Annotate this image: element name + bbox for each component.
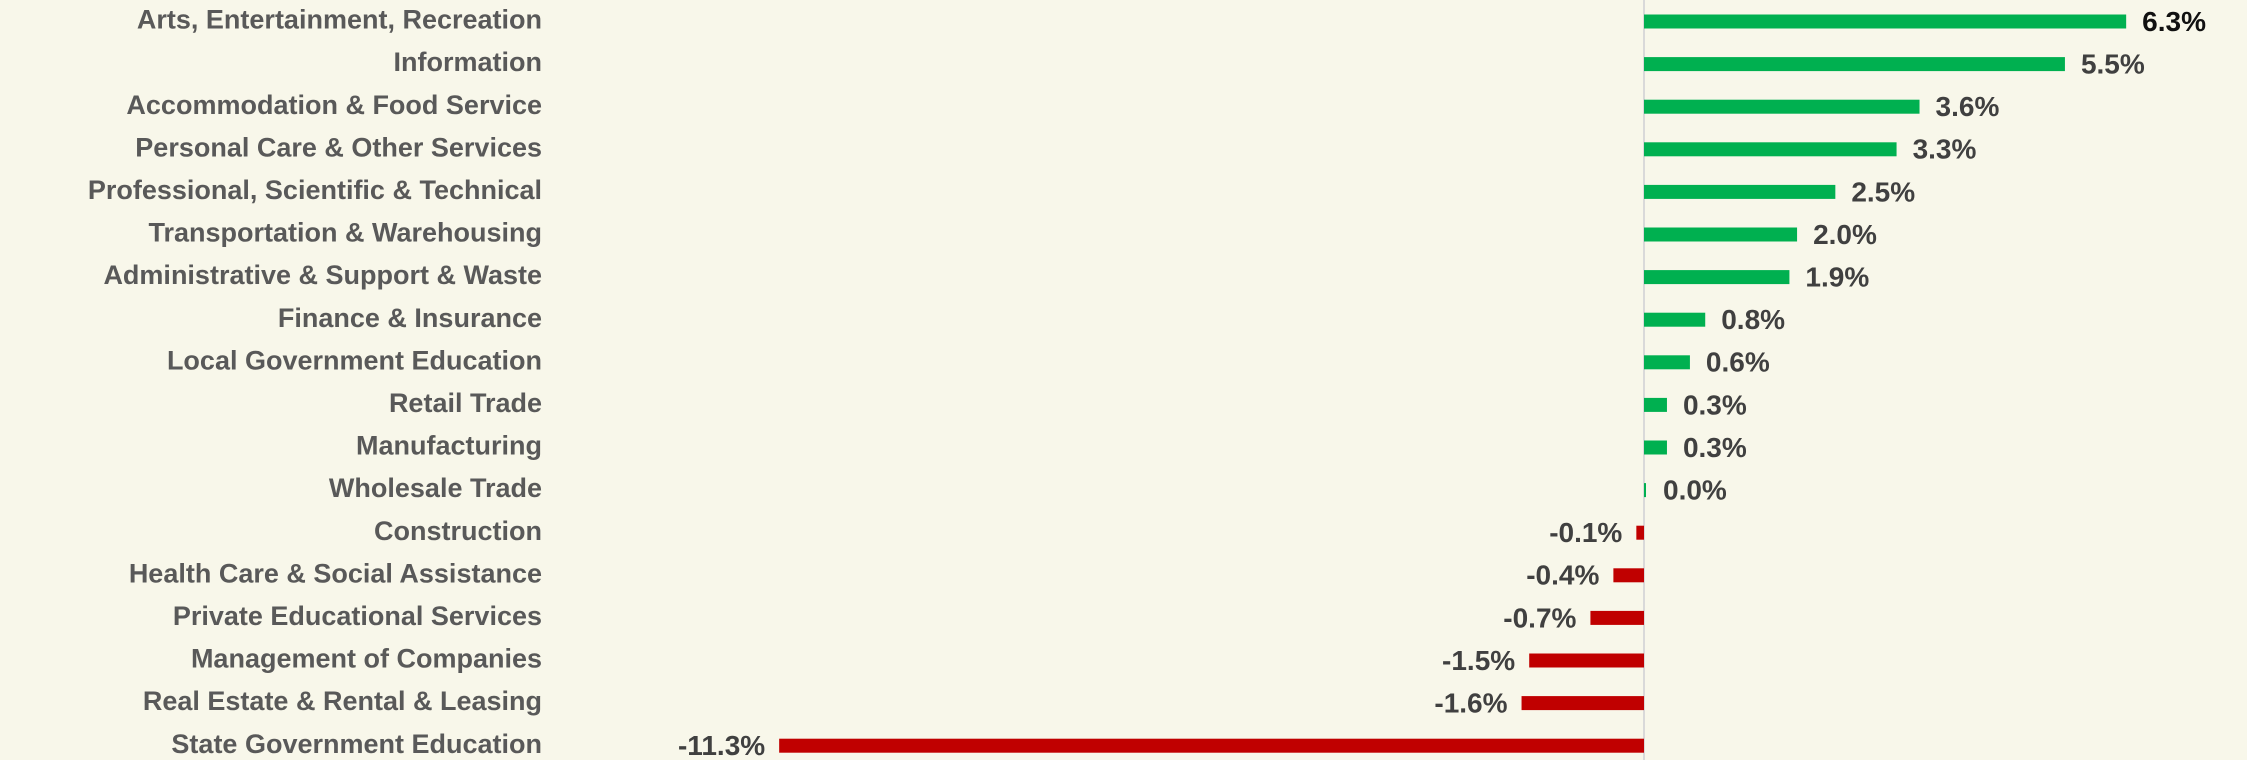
value-label: 6.3%	[2142, 6, 2206, 37]
bar	[1529, 653, 1644, 668]
value-label: 0.8%	[1721, 304, 1785, 335]
bar	[1644, 440, 1667, 455]
bar	[1644, 57, 2065, 72]
value-label: 0.6%	[1706, 347, 1770, 378]
bar	[779, 738, 1644, 753]
category-label: Real Estate & Rental & Leasing	[143, 686, 542, 716]
value-label: -0.7%	[1503, 602, 1576, 633]
bar	[1644, 184, 1836, 199]
value-label: -1.6%	[1434, 687, 1507, 718]
bar	[1644, 312, 1706, 327]
value-label: 3.3%	[1913, 134, 1977, 165]
category-label: Private Educational Services	[173, 601, 542, 631]
value-label: -0.4%	[1526, 560, 1599, 591]
category-label: Accommodation & Food Service	[126, 90, 542, 120]
category-label: Information	[394, 47, 543, 77]
category-label: Administrative & Support & Waste	[103, 260, 542, 290]
category-label: Transportation & Warehousing	[148, 218, 542, 248]
value-label: 0.3%	[1683, 389, 1747, 420]
bar	[1644, 142, 1897, 157]
category-label: Local Government Education	[167, 345, 542, 375]
value-label: 0.0%	[1663, 474, 1727, 505]
category-label: Construction	[374, 516, 542, 546]
bar	[1613, 568, 1644, 583]
bar	[1644, 270, 1790, 285]
category-label: Arts, Entertainment, Recreation	[137, 5, 542, 35]
bar	[1644, 14, 2127, 29]
category-label: Manufacturing	[356, 431, 542, 461]
category-label: State Government Education	[171, 729, 542, 759]
value-label: 3.6%	[1936, 91, 2000, 122]
value-label: 2.0%	[1813, 219, 1877, 250]
category-label: Wholesale Trade	[329, 473, 542, 503]
category-label: Professional, Scientific & Technical	[88, 175, 542, 205]
category-label: Management of Companies	[191, 644, 542, 674]
value-label: -1.5%	[1442, 645, 1515, 676]
bar	[1644, 355, 1690, 370]
value-label: -11.3%	[678, 730, 765, 760]
value-label: 0.3%	[1683, 432, 1747, 463]
value-label: 1.9%	[1805, 261, 1869, 292]
value-label: 5.5%	[2081, 48, 2145, 79]
bar	[1644, 397, 1667, 412]
category-label: Personal Care & Other Services	[135, 132, 542, 162]
bar	[1644, 483, 1646, 498]
bar	[1590, 610, 1644, 625]
bar	[1636, 525, 1644, 540]
value-label: -0.1%	[1549, 517, 1622, 548]
value-label: 2.5%	[1851, 176, 1915, 207]
category-label: Finance & Insurance	[278, 303, 542, 333]
category-label: Health Care & Social Assistance	[129, 558, 542, 588]
bar	[1644, 99, 1920, 114]
bar	[1644, 227, 1798, 242]
bar	[1521, 696, 1644, 711]
category-label: Retail Trade	[389, 388, 542, 418]
